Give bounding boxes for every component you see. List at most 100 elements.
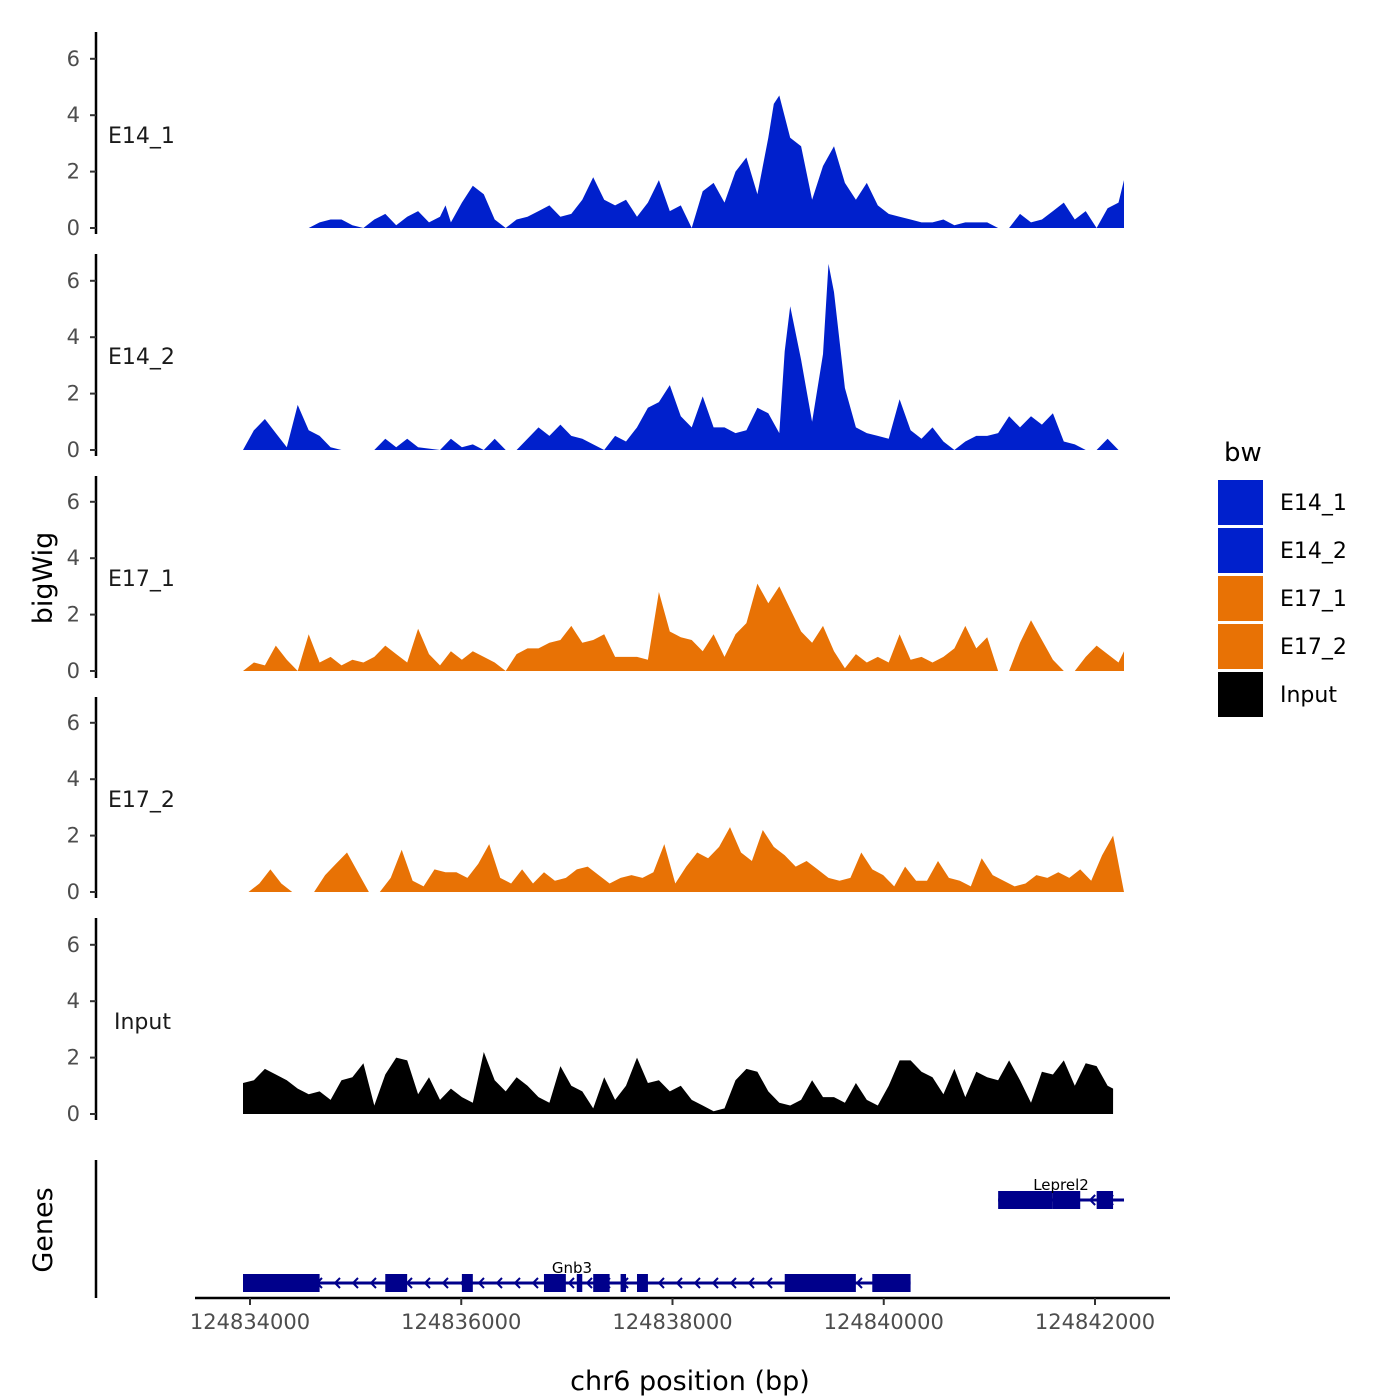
genes-panel: Gnb3 Leprel2 xyxy=(94,1160,1124,1298)
strand-arrow xyxy=(369,1277,377,1289)
x-tick-label: 124834000 xyxy=(190,1310,310,1334)
legend-swatch xyxy=(1218,480,1263,525)
exon xyxy=(620,1274,627,1292)
exon xyxy=(1096,1191,1114,1209)
legend-swatch xyxy=(1218,576,1263,621)
strand-arrow xyxy=(495,1277,503,1289)
legend-swatch xyxy=(1218,624,1263,669)
y-tick-label: 0 xyxy=(67,880,80,904)
legend: bw E14_1 E14_2 E17_1 E17_2 Input xyxy=(1218,438,1347,717)
y-tick-label: 4 xyxy=(67,325,80,349)
x-tick-label: 124838000 xyxy=(612,1310,732,1334)
strand-arrow xyxy=(423,1277,431,1289)
strand-arrow xyxy=(351,1277,359,1289)
x-axis-title: chr6 position (bp) xyxy=(570,1366,810,1397)
legend-swatch xyxy=(1218,528,1263,573)
track-label: E14_1 xyxy=(108,124,175,149)
area-E14_2 xyxy=(243,263,1124,450)
legend-label: E14_1 xyxy=(1280,491,1347,516)
y-tick-label: 2 xyxy=(67,1046,80,1070)
strand-arrow xyxy=(585,1277,593,1289)
strand-arrow xyxy=(765,1277,773,1289)
y-tick-label: 0 xyxy=(67,1102,80,1126)
y-tick-label: 4 xyxy=(67,767,80,791)
track-label: E14_2 xyxy=(108,345,175,370)
gene-label: Gnb3 xyxy=(552,1259,592,1277)
y-tick-label: 2 xyxy=(67,824,80,848)
legend-label: E17_1 xyxy=(1280,587,1347,612)
area-E17_1 xyxy=(243,583,1124,671)
track-label: E17_1 xyxy=(108,567,175,592)
strand-arrow xyxy=(747,1277,755,1289)
y-tick-label: 6 xyxy=(67,47,80,71)
x-tick-label: 124840000 xyxy=(824,1310,944,1334)
y-tick-label: 0 xyxy=(67,216,80,240)
legend-label: E14_2 xyxy=(1280,539,1347,564)
legend-item: E17_2 xyxy=(1218,624,1347,669)
y-tick-label: 6 xyxy=(67,933,80,957)
exon xyxy=(576,1274,583,1292)
track-E17_1: 0 2 4 6 E17_1 xyxy=(67,476,1124,683)
y-tick-label: 0 xyxy=(67,438,80,462)
strand-arrow xyxy=(693,1277,701,1289)
x-tick-label: 124836000 xyxy=(401,1310,521,1334)
y-tick-label: 4 xyxy=(67,989,80,1013)
exon xyxy=(1052,1191,1081,1209)
strand-arrow xyxy=(441,1277,449,1289)
y-tick-label: 6 xyxy=(67,490,80,514)
legend-item: Input xyxy=(1218,672,1337,717)
y-tick-label: 6 xyxy=(67,269,80,293)
strand-arrow xyxy=(531,1277,539,1289)
y-tick-label: 0 xyxy=(67,659,80,683)
gene-Gnb3: Gnb3 xyxy=(243,1259,911,1292)
strand-arrow xyxy=(477,1277,485,1289)
legend-title: bw xyxy=(1224,438,1262,468)
strand-arrow xyxy=(567,1277,575,1289)
exon xyxy=(636,1274,648,1292)
area-Input xyxy=(243,1052,1114,1114)
y-tick-label: 2 xyxy=(67,603,80,627)
legend-label: E17_2 xyxy=(1280,635,1347,660)
strand-arrow xyxy=(675,1277,683,1289)
exon xyxy=(461,1274,473,1292)
legend-label: Input xyxy=(1280,683,1337,708)
track-E14_1: 0 2 4 6 E14_1 xyxy=(67,32,1125,240)
exon xyxy=(784,1274,856,1292)
area-E17_2 xyxy=(248,827,1124,892)
y-tick-label: 6 xyxy=(67,711,80,735)
gene-Leprel2: Leprel2 xyxy=(998,1176,1124,1209)
strand-arrow xyxy=(855,1277,863,1289)
track-Input: 0 2 4 6 Input xyxy=(67,918,1114,1126)
exon xyxy=(593,1274,610,1292)
legend-swatch xyxy=(1218,672,1263,717)
legend-item: E14_2 xyxy=(1218,528,1347,573)
track-label: E17_2 xyxy=(108,788,175,813)
strand-arrow xyxy=(729,1277,737,1289)
y-tick-label: 4 xyxy=(67,546,80,570)
exon xyxy=(543,1274,566,1292)
strand-arrow xyxy=(513,1277,521,1289)
track-E14_2: 0 2 4 6 E14_2 xyxy=(67,254,1124,462)
genes-axis-title: Genes xyxy=(28,1187,59,1272)
y-tick-label: 4 xyxy=(67,103,80,127)
y-axis-title: bigWig xyxy=(28,532,59,625)
gene-label: Leprel2 xyxy=(1033,1176,1089,1194)
strand-arrow xyxy=(711,1277,719,1289)
legend-item: E17_1 xyxy=(1218,576,1347,621)
y-tick-label: 2 xyxy=(67,160,80,184)
strand-arrow xyxy=(1088,1194,1096,1206)
bigwig-tracks: 0 2 4 6 E14_1 0 2 4 6 E14_2 0 2 4 6 E17_1 0 2 4 6 E17_2 0 2 4 6… xyxy=(67,32,1125,1126)
exon xyxy=(243,1274,320,1292)
track-E17_2: 0 2 4 6 E17_2 xyxy=(67,697,1124,904)
legend-item: E14_1 xyxy=(1218,480,1347,525)
exon xyxy=(998,1191,1053,1209)
strand-arrow xyxy=(657,1277,665,1289)
exon xyxy=(385,1274,408,1292)
x-tick-label: 124842000 xyxy=(1035,1310,1155,1334)
track-label: Input xyxy=(114,1010,171,1035)
area-E14_1 xyxy=(308,95,1125,228)
x-axis: 124834000 124836000 124838000 124840000 1248… xyxy=(190,1296,1170,1334)
y-tick-label: 2 xyxy=(67,382,80,406)
strand-arrow xyxy=(333,1277,341,1289)
exon xyxy=(872,1274,911,1292)
